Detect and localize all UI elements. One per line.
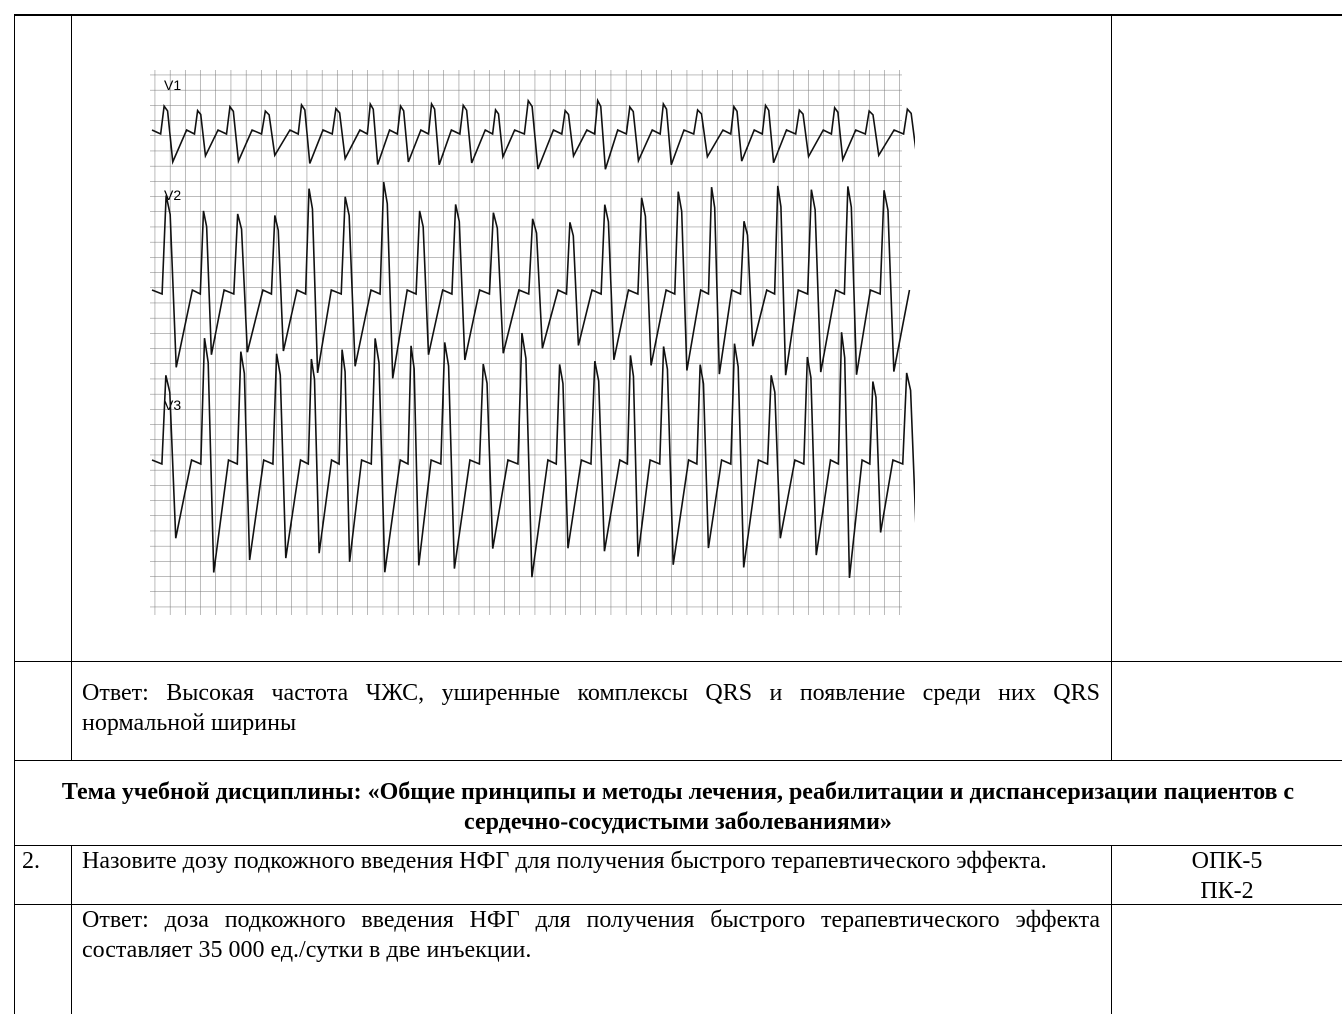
rule <box>1111 14 1112 760</box>
question-number: 2. <box>22 846 40 876</box>
lead-label: V1 <box>164 77 181 93</box>
rule <box>71 845 72 1014</box>
ecg-image: V1 V2 V3 <box>140 60 915 625</box>
competency: ОПК-5 <box>1112 846 1342 876</box>
rule <box>14 760 1342 761</box>
competency: ПК-2 <box>1112 876 1342 906</box>
answer: Ответ: Высокая частота ЧЖС, уширенные ко… <box>82 678 1100 738</box>
rule <box>14 14 1342 16</box>
rule <box>14 661 1342 662</box>
ecg-grid <box>150 70 902 615</box>
page: V1 V2 V3 Ответ: Высокая частота ЧЖС, уши… <box>0 0 1342 1014</box>
rule <box>71 14 72 760</box>
topic: Тема учебной дисциплины: «Общие принципы… <box>14 777 1342 837</box>
answer: Ответ: доза подкожного введения НФГ для … <box>82 905 1100 965</box>
question: Назовите дозу подкожного введения НФГ дл… <box>82 846 1100 876</box>
rule <box>14 14 15 1014</box>
lead-label: V3 <box>164 397 181 413</box>
